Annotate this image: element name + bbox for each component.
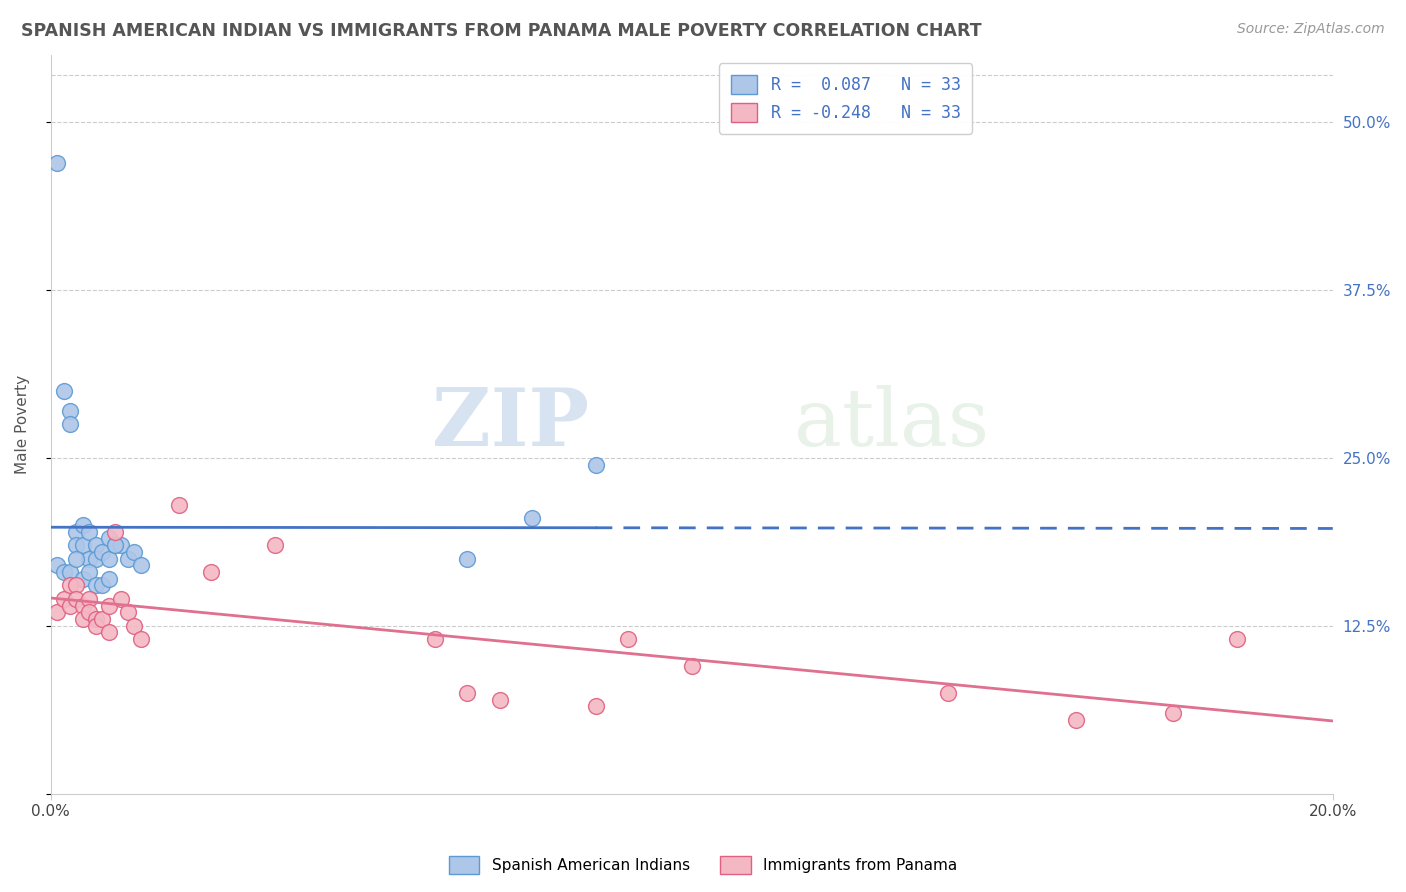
Point [129,558,152,573]
Point [104,538,127,552]
Point [104,538,127,552]
Point [117,551,139,566]
Point [200,565,222,579]
Point [84,619,107,633]
Point [122,619,145,633]
Point [456,686,478,700]
Point [46,155,69,169]
Point [97,599,120,613]
Point [97,551,120,566]
Point [65,578,87,592]
Point [79,565,101,579]
Point [936,686,959,700]
Point [52,384,75,398]
Point [59,565,82,579]
Point [97,572,120,586]
Point [79,524,101,539]
Legend: R =  0.087   N = 33, R = -0.248   N = 33: R = 0.087 N = 33, R = -0.248 N = 33 [718,63,973,134]
Point [72,599,94,613]
Point [72,612,94,626]
Point [84,578,107,592]
Point [84,551,107,566]
Point [65,591,87,606]
Point [59,417,82,432]
Point [122,545,145,559]
Point [681,659,703,673]
Point [79,605,101,619]
Point [52,591,75,606]
Point [585,458,607,472]
Y-axis label: Male Poverty: Male Poverty [15,375,30,474]
Point [72,572,94,586]
Point [59,599,82,613]
Point [167,498,190,512]
Point [264,538,287,552]
Point [425,632,447,647]
Point [72,518,94,533]
Point [46,558,69,573]
Point [91,612,114,626]
Point [616,632,638,647]
Point [456,551,478,566]
Point [117,605,139,619]
Point [79,551,101,566]
Point [91,578,114,592]
Text: SPANISH AMERICAN INDIAN VS IMMIGRANTS FROM PANAMA MALE POVERTY CORRELATION CHART: SPANISH AMERICAN INDIAN VS IMMIGRANTS FR… [21,22,981,40]
Point [104,524,127,539]
Point [1161,706,1184,720]
Point [52,565,75,579]
Point [585,699,607,714]
Legend: Spanish American Indians, Immigrants from Panama: Spanish American Indians, Immigrants fro… [443,850,963,880]
Point [59,578,82,592]
Point [129,632,152,647]
Point [46,605,69,619]
Text: ZIP: ZIP [432,385,589,463]
Point [520,511,543,525]
Point [65,538,87,552]
Point [97,532,120,546]
Point [91,545,114,559]
Text: Source: ZipAtlas.com: Source: ZipAtlas.com [1237,22,1385,37]
Point [1226,632,1249,647]
Point [110,538,132,552]
Point [72,538,94,552]
Point [59,404,82,418]
Point [84,538,107,552]
Point [84,612,107,626]
Point [65,524,87,539]
Point [488,692,510,706]
Point [1066,713,1088,727]
Point [110,591,132,606]
Point [97,625,120,640]
Point [65,551,87,566]
Text: atlas: atlas [794,385,990,463]
Point [79,591,101,606]
